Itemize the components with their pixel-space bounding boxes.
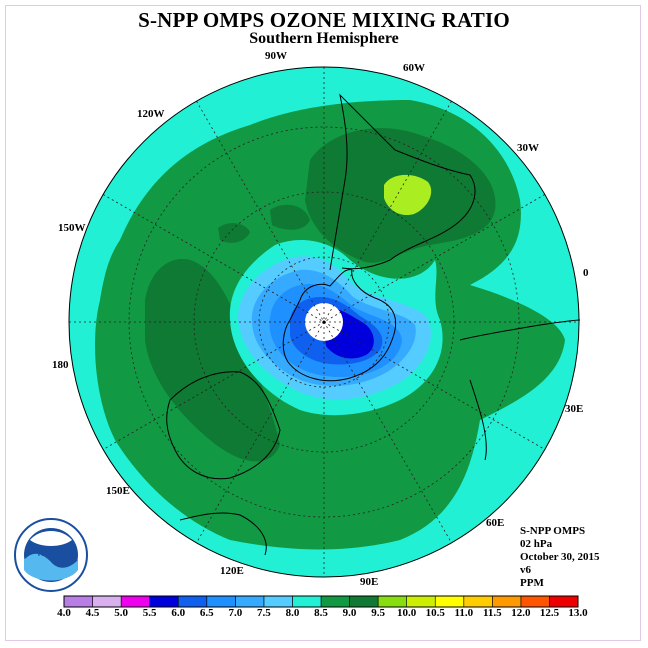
info-version: v6 <box>520 564 531 576</box>
colorbar-swatch <box>320 595 350 608</box>
colorbar-tick-label: 7.0 <box>228 607 243 619</box>
lon-label-60w: 60W <box>403 62 425 74</box>
pole-marker <box>322 320 326 324</box>
colorbar-tick-label: 13.0 <box>568 607 588 619</box>
colorbar-tick-label: 4.5 <box>85 607 100 619</box>
colorbar-swatch <box>492 595 522 608</box>
lon-label-120w: 120W <box>137 108 165 120</box>
colorbar-tick-label: 11.5 <box>483 607 502 619</box>
colorbar-swatch <box>463 595 493 608</box>
colorbar-tick-label: 6.5 <box>199 607 214 619</box>
lon-label-150e: 150E <box>106 485 130 497</box>
colorbar-tick-label: 4.0 <box>57 607 71 619</box>
colorbar-swatch <box>149 595 179 608</box>
info-instrument: S-NPP OMPS <box>520 525 586 537</box>
ozone-peak-9-5 <box>384 174 432 216</box>
colorbar-tick-label: 8.0 <box>285 607 300 619</box>
colorbar-swatch <box>549 595 579 608</box>
colorbar-tick-label: 8.5 <box>314 607 328 619</box>
lon-label-30e: 30E <box>565 403 584 415</box>
colorbar-tick-label: 9.5 <box>371 607 385 619</box>
colorbar-swatch <box>377 595 407 608</box>
colorbar-swatch <box>520 595 550 608</box>
map-border <box>68 66 580 578</box>
colorbar-tick-label: 5.5 <box>142 607 157 619</box>
colorbar-swatch <box>177 595 208 608</box>
ozone-region-9-0-blob <box>218 223 250 243</box>
figure-frame <box>5 5 641 641</box>
coastlines <box>166 93 581 556</box>
colorbar-tick-label: 7.5 <box>257 607 271 619</box>
colorbar-swatch <box>120 595 150 608</box>
colorbar-tick-label: 5.0 <box>114 607 128 619</box>
ozone-region-9-0-west <box>145 259 280 462</box>
info-units: PPM <box>520 577 544 589</box>
lon-label-30w: 30W <box>517 142 539 154</box>
colorbar-tick-label: 12.5 <box>539 607 560 619</box>
colorbar-swatch <box>292 595 322 608</box>
info-level: 02 hPa <box>520 538 553 550</box>
lon-label-90e: 90E <box>360 576 379 588</box>
noaa-logo <box>14 518 88 592</box>
colorbar-ticks: 4.0 4.5 5.0 5.5 6.0 6.5 7.0 7.5 8.0 8.5 9.0 9.5 10.0… <box>0 607 648 621</box>
colorbar-tick-label: 9.0 <box>342 607 357 619</box>
ozone-region-9-0-small <box>270 204 310 230</box>
colorbar-swatch <box>63 595 93 608</box>
map-title: S-NPP OMPS OZONE MIXING RATIO <box>138 8 510 32</box>
colorbar-tick-label: 10.0 <box>397 607 417 619</box>
lon-label-0: 0 <box>583 267 589 279</box>
colorbar-swatch <box>206 595 236 608</box>
colorbar-tick-label: 6.0 <box>171 607 186 619</box>
colorbar-swatch <box>349 595 379 608</box>
colorbar-swatch <box>235 595 265 608</box>
colorbar-tick-label: 12.0 <box>511 607 531 619</box>
info-block: S-NPP OMPS 02 hPa October 30, 2015 v6 PP… <box>520 525 600 590</box>
colorbar-swatch <box>406 595 436 608</box>
lon-label-90w: 90W <box>265 50 287 62</box>
colorbar-swatch <box>434 595 465 608</box>
map-subtitle: Southern Hemisphere <box>249 30 399 47</box>
noaa-logo-text: NOAA <box>37 548 65 558</box>
lon-label-180: 180 <box>52 359 69 371</box>
lon-label-150w: 150W <box>58 222 86 234</box>
info-date: October 30, 2015 <box>520 551 600 563</box>
colorbar <box>63 595 579 608</box>
colorbar-tick-label: 11.0 <box>454 607 474 619</box>
colorbar-tick-label: 10.5 <box>425 607 445 619</box>
colorbar-swatch <box>92 595 122 608</box>
lon-label-60e: 60E <box>486 517 505 529</box>
colorbar-swatch <box>263 595 293 608</box>
lon-label-120e: 120E <box>220 565 244 577</box>
